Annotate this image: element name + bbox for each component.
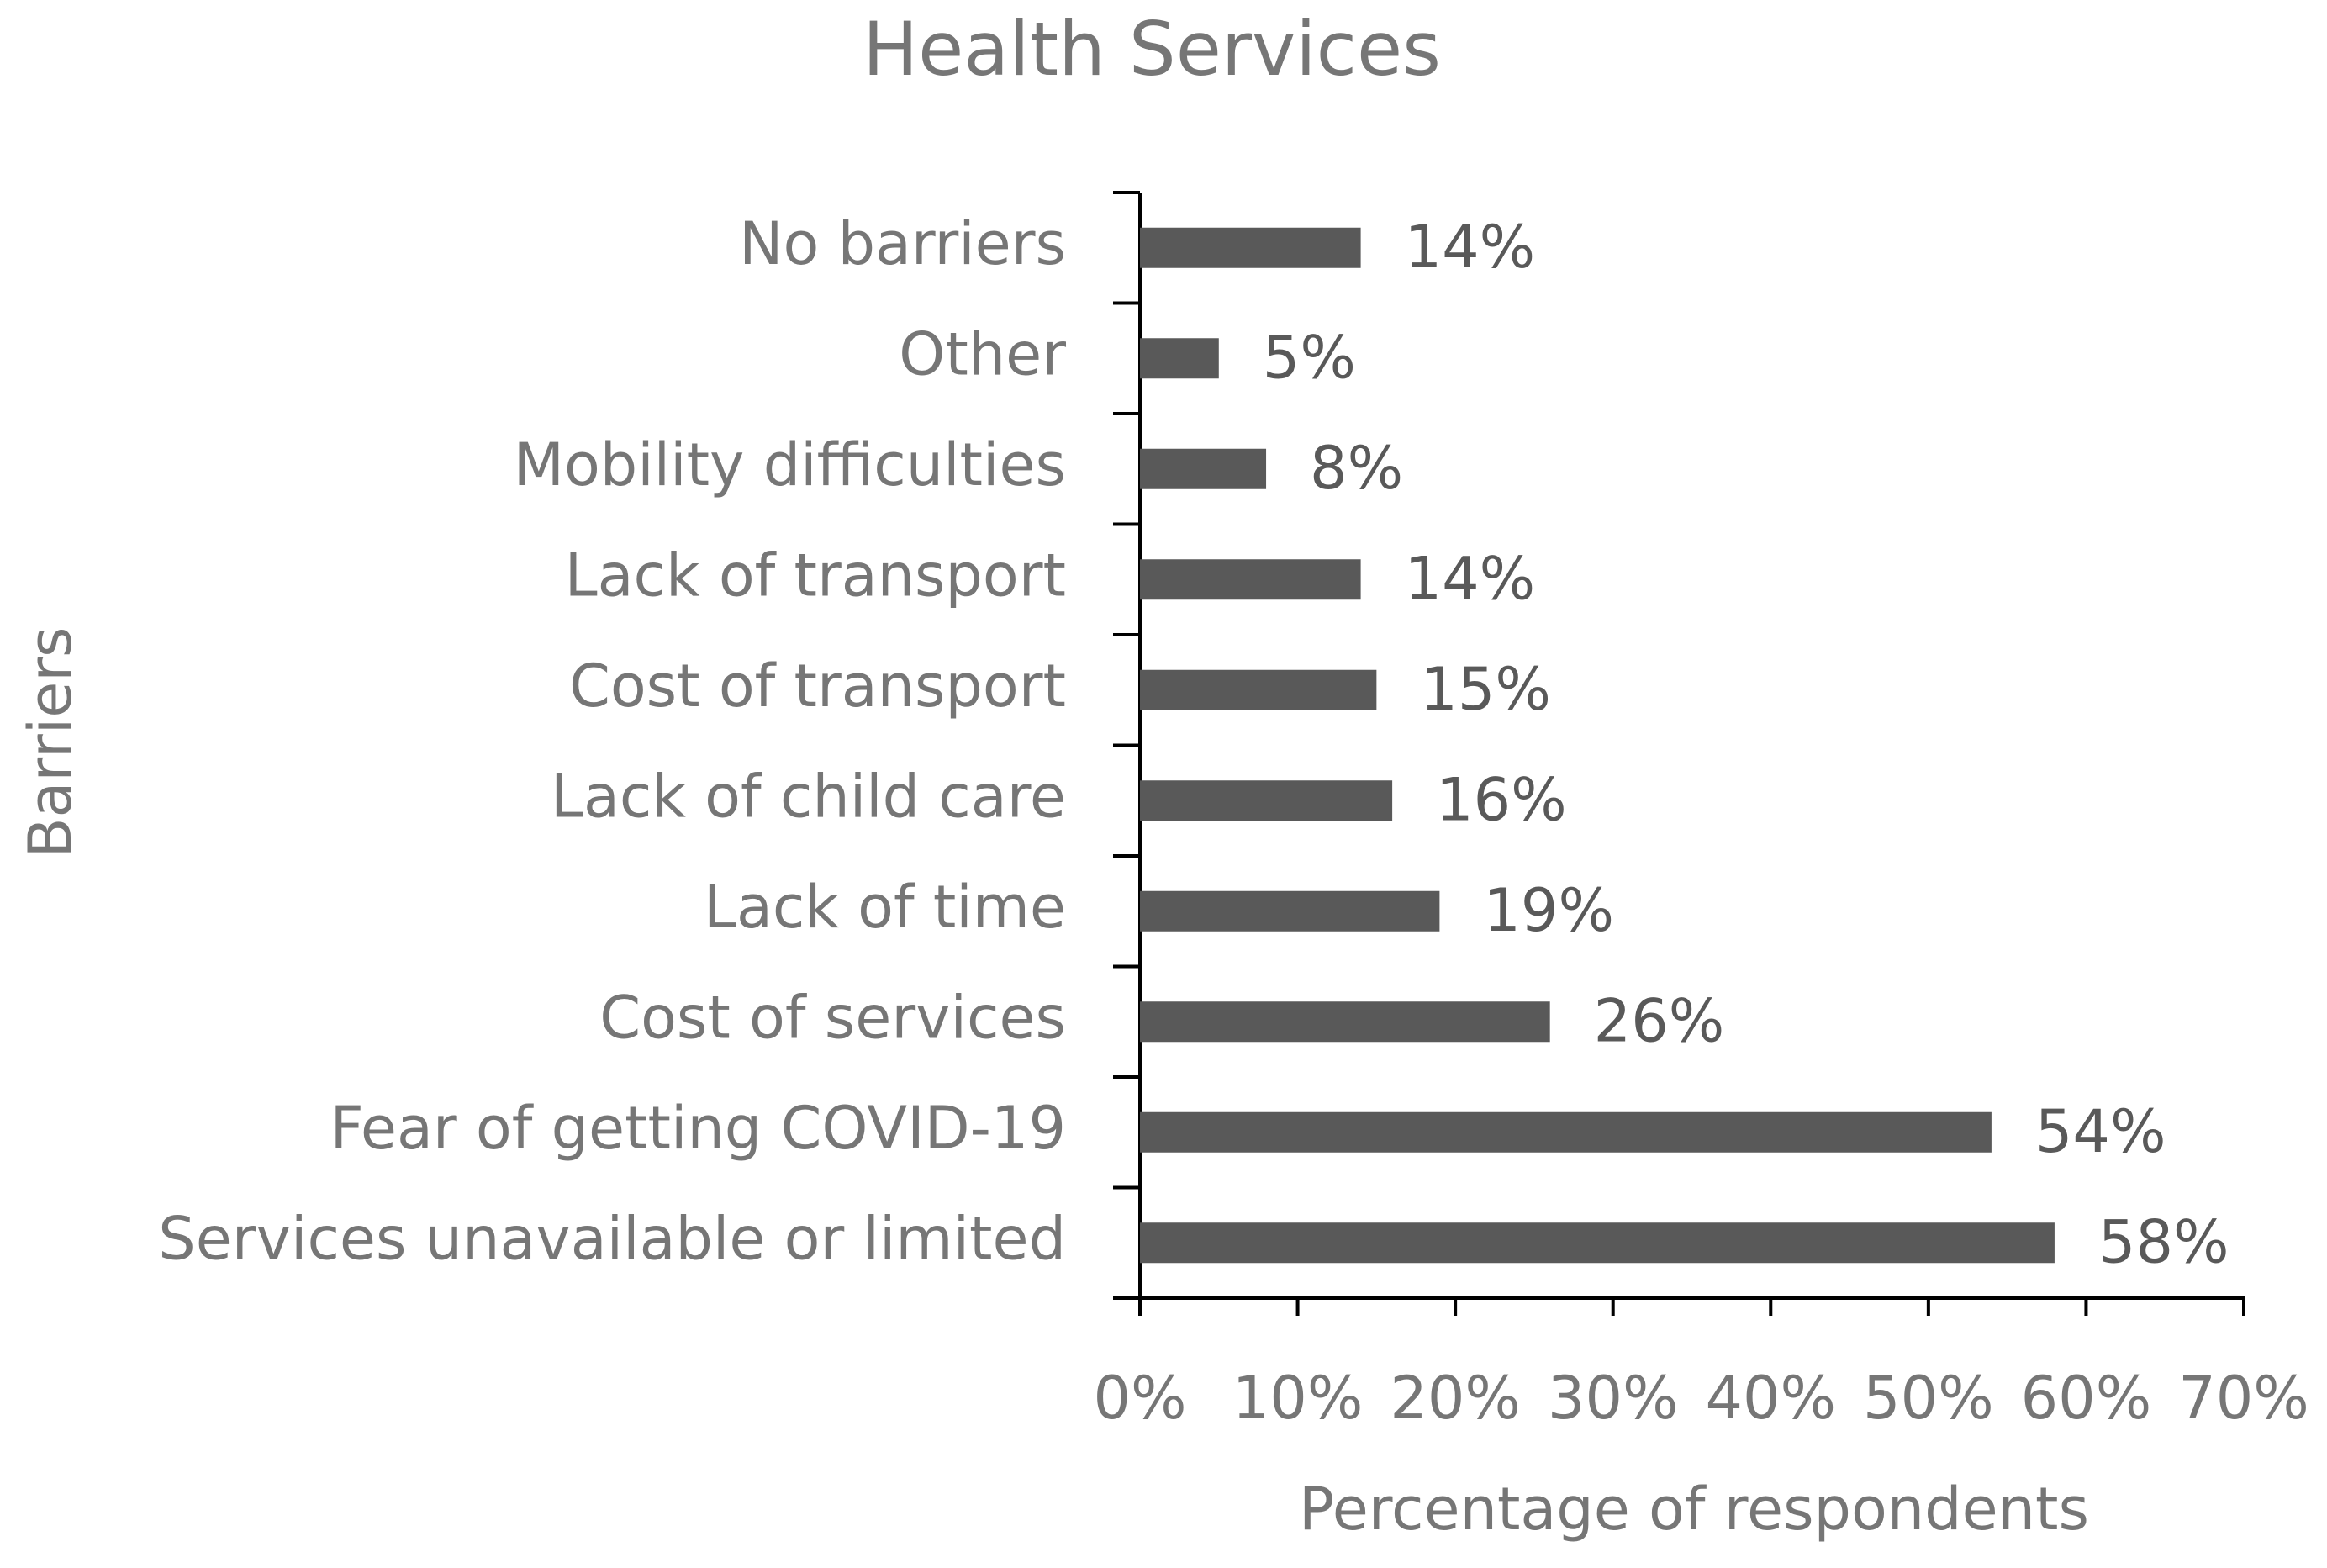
y-axis-title: Barriers [16, 626, 85, 858]
value-label: 19% [1483, 876, 1614, 945]
bar [1140, 780, 1393, 821]
x-tick-label: 40% [1705, 1364, 1836, 1433]
x-axis-title: Percentage of respondents [1299, 1475, 2089, 1544]
value-label: 8% [1310, 434, 1403, 503]
value-label: 54% [2035, 1097, 2166, 1166]
value-label: 26% [1594, 986, 1725, 1055]
bar [1140, 448, 1267, 489]
y-tick-label: Cost of transport [569, 652, 1066, 721]
x-tick-label: 10% [1232, 1364, 1364, 1433]
bar [1140, 669, 1377, 710]
x-tick-label: 30% [1548, 1364, 1679, 1433]
bar [1140, 890, 1440, 932]
y-tick-label: Lack of child care [551, 762, 1066, 831]
x-tick-label: 20% [1390, 1364, 1521, 1433]
value-label: 5% [1263, 323, 1356, 392]
bar [1140, 559, 1361, 600]
y-tick-label: Cost of services [599, 983, 1066, 1052]
y-tick-label: Mobility difficulties [514, 430, 1066, 499]
y-tick-label: Fear of getting COVID-19 [330, 1094, 1066, 1163]
chart-title: Health Services [863, 6, 1441, 92]
bar [1140, 1222, 2055, 1264]
bar [1140, 338, 1219, 379]
value-label: 14% [1405, 213, 1536, 282]
value-label: 16% [1436, 765, 1567, 834]
y-tick-label: Lack of transport [565, 541, 1066, 610]
y-tick-label: Other [899, 319, 1066, 388]
value-label: 15% [1420, 655, 1551, 724]
x-tick-label: 60% [2021, 1364, 2152, 1433]
x-tick-label: 0% [1093, 1364, 1186, 1433]
bar [1140, 1001, 1550, 1043]
x-tick-label: 50% [1863, 1364, 1994, 1433]
value-label: 14% [1405, 544, 1536, 613]
y-tick-label: No barriers [739, 209, 1066, 278]
x-tick-label: 70% [2178, 1364, 2309, 1433]
bar [1140, 227, 1361, 268]
y-tick-label: Lack of time [704, 873, 1066, 942]
bar [1140, 1111, 1992, 1153]
y-tick-label: Services unavailable or limited [158, 1204, 1066, 1273]
value-label: 58% [2098, 1207, 2229, 1276]
